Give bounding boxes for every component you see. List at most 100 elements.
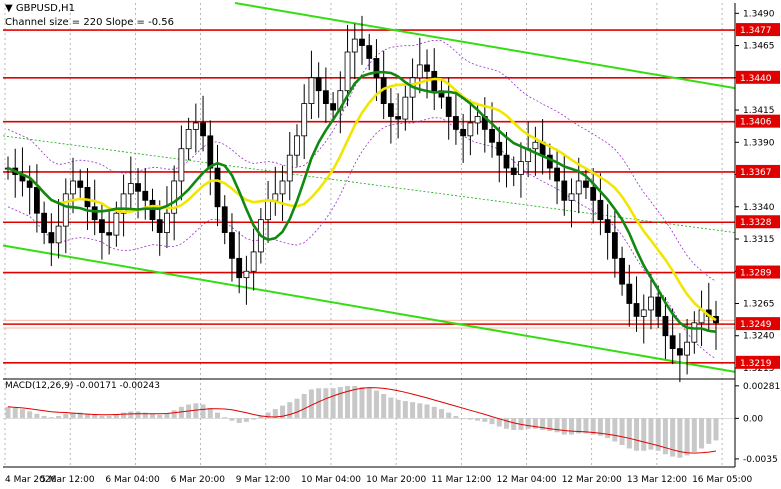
level-label: 1.3328 — [740, 218, 772, 228]
x-tick-label: 6 Mar 20:00 — [171, 475, 226, 485]
x-tick-label: 11 Mar 12:00 — [431, 475, 491, 485]
macd-bar — [77, 412, 83, 419]
level-label: 1.3406 — [740, 118, 772, 128]
macd-bar — [417, 403, 423, 419]
macd-bar — [489, 418, 495, 425]
macd-bar — [641, 418, 647, 451]
candle-body — [351, 38, 358, 53]
level-badge — [736, 23, 780, 37]
envelope-bands — [7, 39, 717, 360]
candle-body — [106, 232, 113, 236]
x-tick-label: 12 Mar 04:00 — [497, 475, 557, 485]
level-badge — [736, 114, 780, 128]
macd-bar — [63, 413, 69, 419]
y-tick-label: 1.3265 — [743, 299, 775, 309]
channel-lower — [2, 244, 736, 373]
macd-bar — [684, 418, 690, 456]
candle-body — [395, 116, 402, 120]
x-tick-label: 6 Mar 04:00 — [105, 475, 160, 485]
candle-body — [416, 64, 423, 79]
candle-body — [445, 96, 452, 117]
channel-mid — [2, 135, 736, 233]
candle-body — [611, 232, 618, 259]
macd-bar — [56, 416, 62, 419]
macd-bar — [395, 399, 401, 419]
level-badge — [736, 70, 780, 84]
macd-bar — [164, 413, 170, 419]
candle-body — [669, 335, 676, 350]
candle-body — [496, 141, 503, 156]
candle-body — [207, 135, 214, 169]
x-tick-label: 10 Mar 20:00 — [366, 475, 426, 485]
macd-bar — [113, 414, 119, 419]
macd-bar — [525, 418, 531, 429]
candle-body — [344, 51, 351, 92]
level-badge — [736, 265, 780, 279]
macd-bar — [19, 409, 25, 419]
level-label: 1.3440 — [740, 74, 772, 84]
candle-body — [655, 296, 662, 317]
macd-bar — [301, 394, 307, 419]
candle-body — [676, 348, 683, 356]
macd-bar — [41, 416, 47, 419]
macd-bar — [626, 418, 632, 449]
macd-bar — [236, 418, 242, 423]
macd-bar — [511, 418, 517, 430]
macd-bar — [569, 418, 575, 435]
macd-bar — [5, 406, 11, 419]
macd-bar — [634, 418, 640, 451]
macd-bar — [48, 417, 54, 419]
candle-body — [33, 187, 40, 214]
macd-bar — [337, 387, 343, 419]
moving-averages — [7, 70, 717, 333]
candle-body — [214, 167, 221, 208]
trend-channel — [2, 2, 736, 373]
macd-bar — [532, 418, 538, 429]
candle-body — [185, 128, 192, 150]
macd-bar — [373, 390, 379, 419]
candle-body — [604, 219, 611, 233]
macd-bar — [352, 385, 358, 419]
chart-title: ▼ GBPUSD,H1 — [5, 3, 75, 14]
macd-bar — [670, 418, 676, 457]
candle-body — [192, 122, 199, 130]
candle-body — [532, 141, 539, 150]
macd-bar — [438, 409, 444, 419]
candle-body — [156, 219, 163, 233]
macd-bar — [576, 418, 582, 434]
candle-body — [200, 122, 206, 137]
level-label: 1.3289 — [740, 269, 772, 279]
candle-body — [590, 187, 597, 201]
x-tick-label: 12 Mar 20:00 — [562, 475, 622, 485]
candle-body — [62, 193, 69, 227]
macd-bar — [92, 414, 98, 419]
macd-bar — [388, 397, 394, 419]
candle-body — [301, 103, 308, 137]
x-tick-label: 4 Mar 2026 — [5, 475, 57, 485]
macd-bar — [142, 412, 148, 419]
macd-bar — [149, 413, 155, 419]
candle-body — [243, 270, 250, 279]
candle-body — [575, 180, 582, 195]
macd-bar — [157, 414, 163, 419]
level-label: 1.3219 — [740, 359, 772, 369]
y-tick-label: 1.3490 — [743, 9, 775, 19]
macd-bar — [612, 418, 618, 442]
macd-bar — [99, 416, 105, 419]
candle-body — [489, 128, 495, 143]
candle-body — [453, 116, 459, 130]
macd-bar — [280, 405, 286, 419]
macd-tick-label: -0.0035 — [743, 455, 778, 465]
macd-bar — [287, 402, 293, 419]
candle-body — [77, 180, 84, 188]
level-label: 1.3477 — [740, 26, 772, 36]
candle-body — [236, 257, 243, 279]
macd-bar — [460, 418, 466, 419]
level-badge — [736, 355, 780, 369]
macd-bar — [402, 401, 408, 419]
x-tick-label: 10 Mar 04:00 — [301, 475, 361, 485]
candle-body — [48, 232, 55, 244]
candle-body — [272, 193, 279, 201]
